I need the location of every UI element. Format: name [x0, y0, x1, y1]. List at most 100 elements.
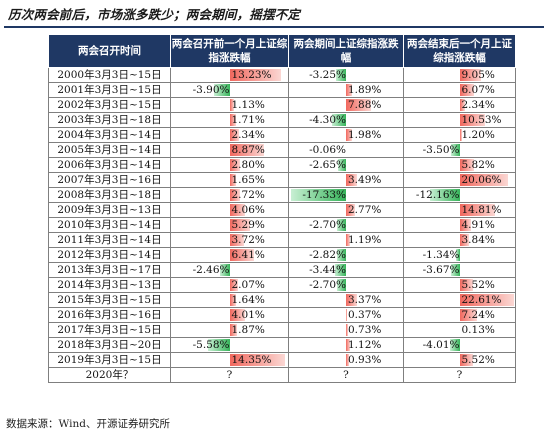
period-cell: 2009年3月3日~13日 [48, 202, 171, 218]
before-month-value: -3.90% [192, 84, 230, 96]
before-month-value: -5.58% [192, 339, 230, 351]
data-source-note: 数据来源：Wind、开源证券研究所 [6, 418, 170, 430]
period-cell: 2002年3月3日~15日 [48, 97, 171, 113]
positive-databar [229, 219, 251, 231]
after-month-cell: 5.52% [403, 277, 516, 293]
before-month-value: 6.41% [231, 249, 265, 261]
positive-databar [229, 159, 241, 171]
positive-databar [459, 279, 473, 291]
after-month-value: 6.07% [461, 84, 495, 96]
table-row: 2020年？??? [48, 367, 516, 383]
before-month-cell: 13.23% [170, 67, 289, 83]
before-month-value: ? [226, 369, 233, 381]
after-month-value: 10.53% [461, 114, 502, 126]
period-cell: 2011年3月3日~14日 [48, 232, 171, 248]
negative-databar [451, 144, 460, 156]
before-month-cell: 14.35% [170, 352, 289, 368]
positive-databar [229, 249, 255, 261]
during-value: 2.77% [348, 204, 382, 216]
positive-databar [229, 204, 246, 216]
during-cell: 0.37% [288, 307, 404, 323]
after-month-value: 5.82% [461, 159, 495, 171]
before-month-cell: 4.06% [170, 202, 289, 218]
before-month-value: 2.34% [231, 129, 265, 141]
after-month-value: 1.20% [461, 129, 495, 141]
period-cell: 2018年3月3日~20日 [48, 337, 171, 353]
header-during: 两会期间上证综指涨跌幅 [288, 34, 404, 68]
before-month-value: 13.23% [231, 69, 272, 81]
positive-databar [229, 309, 246, 321]
during-cell: -3.44% [288, 262, 404, 278]
positive-databar [459, 114, 485, 126]
positive-databar [459, 99, 466, 111]
period-cell: 2007年3月3日~16日 [48, 172, 171, 188]
negative-databar [335, 69, 346, 81]
during-cell: ? [288, 367, 404, 383]
positive-databar [459, 294, 515, 306]
negative-databar [337, 159, 346, 171]
during-value: ? [343, 369, 349, 381]
during-cell: -4.30% [288, 112, 404, 128]
table-row: 2005年3月3日~14日 8.87% -0.06% -3.50% [48, 142, 516, 158]
after-month-cell: 7.24% [403, 307, 516, 323]
period-cell: 2020年？ [48, 367, 171, 383]
before-month-cell: 6.41% [170, 247, 289, 263]
after-month-value: 3.84% [461, 234, 495, 246]
after-month-cell: 10.53% [403, 112, 516, 128]
negative-databar [332, 114, 346, 126]
before-month-value: 4.06% [231, 204, 265, 216]
during-cell: -2.65% [288, 157, 404, 173]
positive-databar [459, 309, 477, 321]
negative-databar [214, 84, 230, 96]
during-value: 7.88% [348, 99, 382, 111]
index-change-table: 两会召开时间 两会召开前一个月上证综指涨跌幅 两会期间上证综指涨跌幅 两会结束后… [48, 34, 516, 383]
header-row: 两会召开时间 两会召开前一个月上证综指涨跌幅 两会期间上证综指涨跌幅 两会结束后… [48, 34, 516, 68]
after-month-value: 0.13% [461, 324, 495, 336]
during-value: 0.37% [348, 309, 382, 321]
header-before-month: 两会召开前一个月上证综指涨跌幅 [170, 34, 289, 68]
before-month-cell: 4.01% [170, 307, 289, 323]
positive-databar [459, 69, 482, 81]
before-month-cell: 2.34% [170, 127, 289, 143]
table-row: 2011年3月3日~14日 3.72% 1.19% 3.84% [48, 232, 516, 248]
during-value: 3.49% [348, 174, 382, 186]
negative-databar [449, 339, 460, 351]
during-cell: -3.25% [288, 67, 404, 83]
during-value: 0.93% [348, 354, 382, 366]
before-month-value: 2.07% [231, 279, 265, 291]
header-after-month: 两会结束后一个月上证综指涨跌幅 [403, 34, 516, 68]
period-cell: 2006年3月3日~14日 [48, 157, 171, 173]
positive-databar [229, 69, 282, 81]
positive-databar [229, 234, 244, 246]
period-cell: 2000年3月3日~15日 [48, 67, 171, 83]
positive-databar [346, 309, 348, 321]
before-month-value: 14.35% [231, 354, 272, 366]
before-month-value: 2.80% [231, 159, 265, 171]
positive-databar [229, 99, 234, 111]
before-month-cell: 8.87% [170, 142, 289, 158]
before-month-cell: ? [170, 367, 289, 383]
positive-databar [459, 354, 473, 366]
during-value: -2.82% [309, 249, 346, 261]
period-cell: 2014年3月3日~13日 [48, 277, 171, 293]
negative-databar [219, 264, 230, 276]
before-month-cell: 1.87% [170, 322, 289, 338]
after-month-cell: -3.50% [403, 142, 516, 158]
table-row: 2000年3月3日~15日 13.23% -3.25% 9.05% [48, 67, 516, 83]
table-row: 2018年3月3日~20日 -5.58% 1.12% -4.01% [48, 337, 516, 353]
table-row: 2001年3月3日~15日 -3.90% 1.89% 6.07% [48, 82, 516, 98]
after-month-value: 14.81% [461, 204, 502, 216]
after-month-cell: ? [403, 367, 516, 383]
before-month-cell: 1.13% [170, 97, 289, 113]
during-cell: 1.19% [288, 232, 404, 248]
table-row: 2006年3月3日~14日 2.80% -2.65% 5.82% [48, 157, 516, 173]
during-cell: 7.88% [288, 97, 404, 113]
after-month-value: ? [456, 369, 463, 381]
after-month-value: 4.91% [461, 219, 495, 231]
period-cell: 2012年3月3日~14日 [48, 247, 171, 263]
positive-databar [346, 204, 355, 216]
positive-databar [229, 174, 236, 186]
positive-databar [229, 189, 241, 201]
negative-databar [430, 189, 460, 201]
before-month-value: 1.13% [231, 99, 265, 111]
